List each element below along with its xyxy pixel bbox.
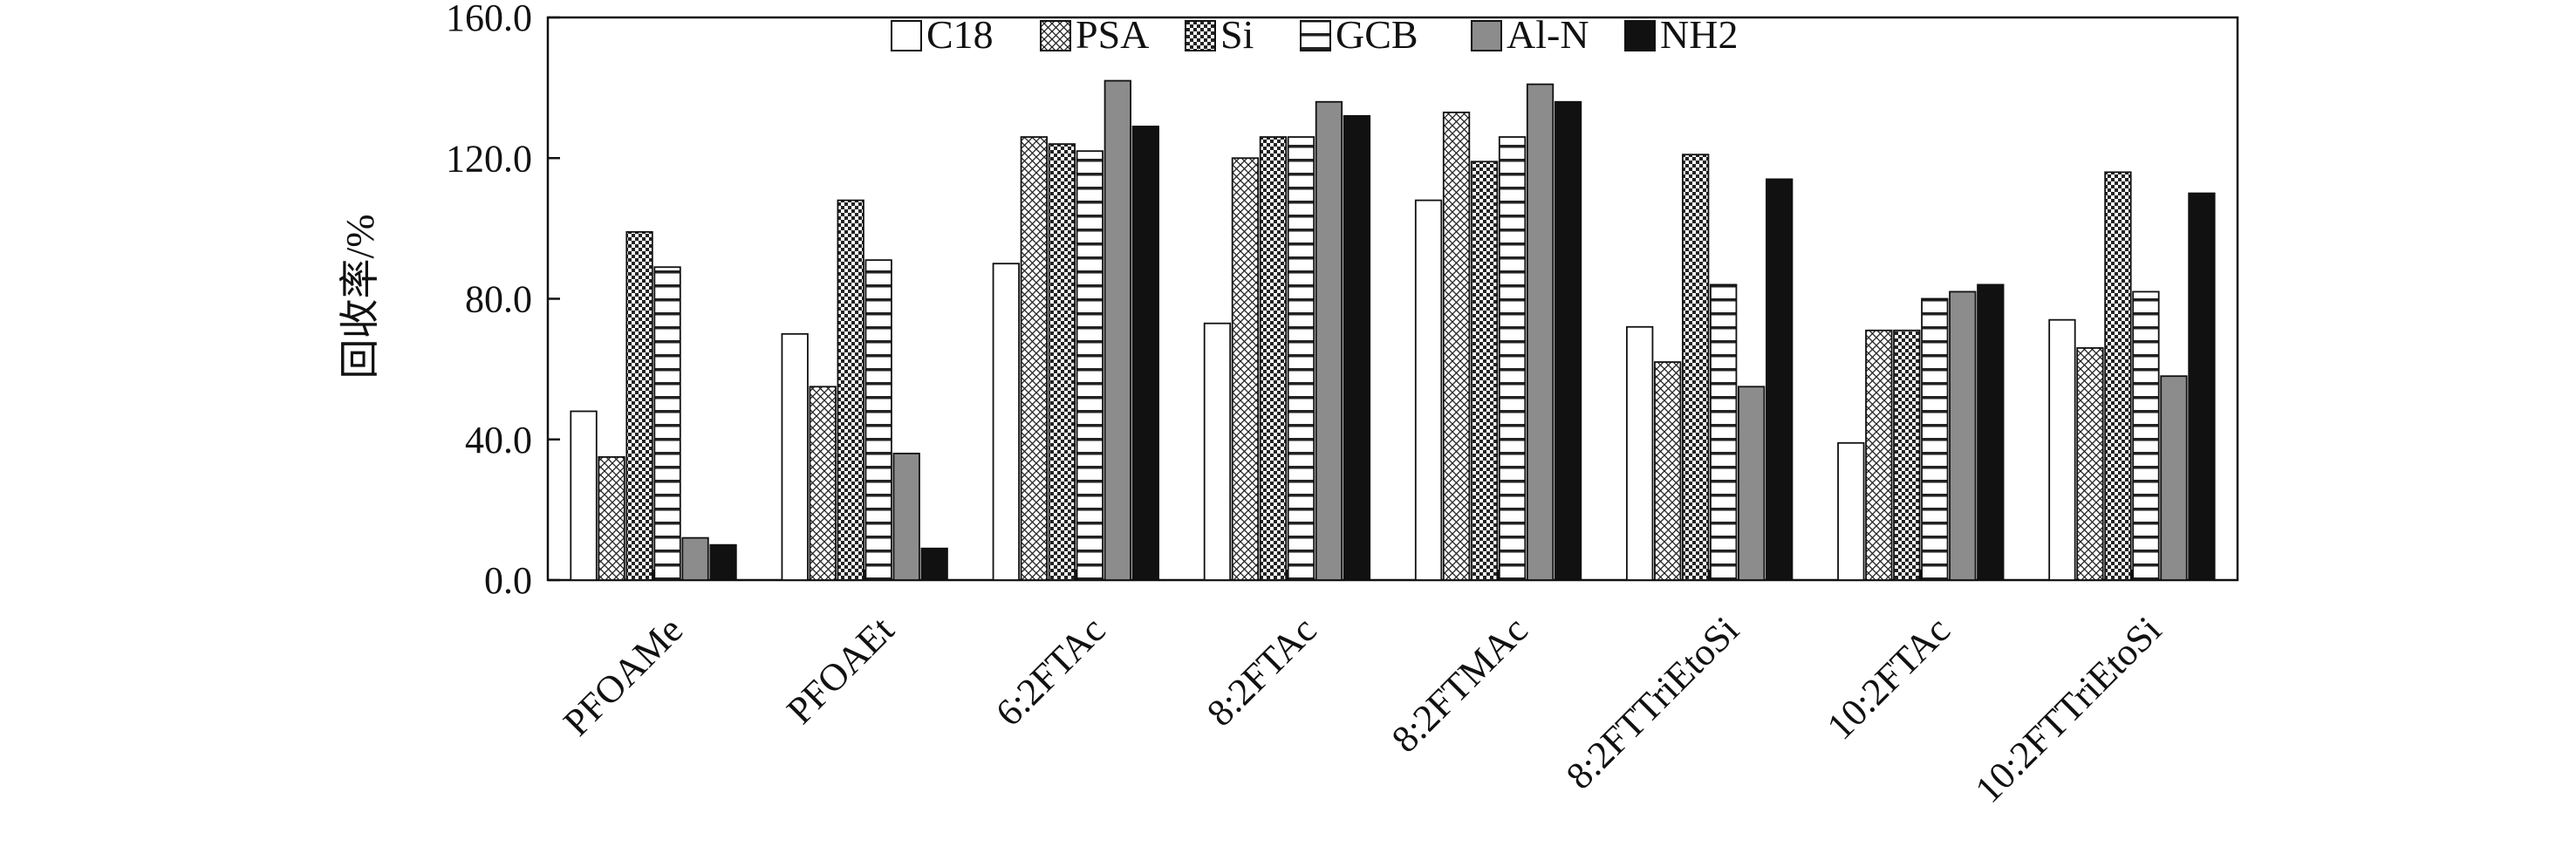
bar-psa-6 — [1865, 329, 1893, 581]
x-tick-label: PFOAEt — [778, 608, 902, 732]
plot-area: 0.0 40.0 80.0 120.0 160.0 PFOAMe PFOAEt 6:2FTAc… — [446, 0, 2239, 811]
legend-label: NH2 — [1660, 12, 1738, 57]
bar-nh2-1 — [920, 547, 948, 581]
bar-psa-7 — [2076, 347, 2104, 581]
bar-si-6 — [1893, 329, 1921, 581]
bar-gcb-3 — [1287, 136, 1315, 581]
bar-nh2-5 — [1766, 178, 1794, 581]
bar-c18-3 — [1203, 322, 1232, 581]
x-tick-label: 8:2FTAc — [1199, 608, 1325, 734]
bar-psa-1 — [809, 386, 837, 581]
y-tick-label: 160.0 — [446, 0, 532, 39]
bar-c18-7 — [2048, 318, 2076, 581]
legend-label: C18 — [926, 12, 994, 57]
bar-nh2-0 — [709, 543, 737, 581]
bar-nh2-2 — [1131, 126, 1159, 581]
legend-swatch-nh2 — [1624, 20, 1656, 51]
bar-si-5 — [1682, 154, 1710, 581]
bar-si-3 — [1259, 136, 1288, 581]
bar-si-2 — [1048, 143, 1076, 581]
legend-label: Si — [1220, 12, 1254, 57]
bar-c18-0 — [570, 410, 598, 581]
bar-nh2-6 — [1977, 283, 2005, 581]
legend-swatch-si — [1185, 20, 1216, 51]
bar-si-4 — [1470, 161, 1499, 581]
bar-gcb-1 — [864, 259, 892, 581]
bar-gcb-5 — [1710, 283, 1738, 581]
legend-swatch-psa — [1040, 20, 1071, 51]
bar-al-n-7 — [2160, 375, 2188, 581]
bar-psa-4 — [1442, 111, 1471, 581]
bar-al-n-5 — [1738, 386, 1766, 581]
bar-psa-0 — [598, 456, 625, 581]
y-tick-label: 80.0 — [465, 278, 532, 321]
bar-al-n-4 — [1526, 83, 1554, 581]
bar-al-n-6 — [1949, 290, 1977, 581]
bar-gcb-6 — [1921, 297, 1949, 581]
bar-psa-2 — [1020, 136, 1048, 581]
bar-al-n-2 — [1104, 79, 1131, 581]
bar-al-n-0 — [681, 536, 709, 581]
bar-nh2-4 — [1554, 100, 1582, 581]
bar-si-1 — [837, 199, 864, 581]
x-tick-label: PFOAMe — [555, 608, 691, 744]
x-tick-label: 8:2FTMAc — [1384, 608, 1536, 761]
x-tick-label: 10:2FTTriEtoSi — [1967, 608, 2169, 810]
bar-gcb-2 — [1076, 150, 1104, 581]
bar-nh2-7 — [2188, 192, 2216, 581]
bar-psa-5 — [1654, 361, 1682, 581]
y-tick-label: 120.0 — [446, 137, 532, 180]
bar-c18-4 — [1414, 199, 1443, 581]
legend-swatch-gcb — [1300, 20, 1331, 51]
bar-gcb-0 — [653, 266, 681, 581]
y-tick-label: 40.0 — [465, 419, 532, 461]
y-tick-label: 0.0 — [484, 559, 532, 602]
bar-c18-2 — [992, 263, 1020, 581]
bar-gcb-7 — [2132, 290, 2160, 581]
bar-gcb-4 — [1498, 136, 1527, 581]
bar-c18-6 — [1837, 441, 1865, 581]
legend-label: PSA — [1076, 12, 1149, 57]
bar-c18-5 — [1626, 325, 1654, 581]
y-axis-label: 回收率/% — [338, 214, 382, 379]
bar-c18-1 — [781, 332, 809, 581]
x-tick-label: 10:2FTAc — [1819, 608, 1958, 748]
bar-al-n-3 — [1315, 100, 1343, 581]
legend-label: Al-N — [1507, 12, 1589, 57]
legend-swatch-c18 — [891, 20, 922, 51]
bar-nh2-3 — [1343, 114, 1371, 581]
legend-label: GCB — [1336, 12, 1418, 57]
bar-psa-3 — [1231, 157, 1260, 581]
legend-swatch-al-n — [1471, 20, 1502, 51]
bar-si-0 — [625, 231, 653, 581]
bar-al-n-1 — [892, 452, 920, 581]
legend: C18 PSA Si GCB Al-N NH2 — [891, 12, 1738, 57]
x-tick-label: 8:2FTTriEtoSi — [1558, 608, 1747, 797]
x-tick-label: 6:2FTAc — [987, 608, 1114, 734]
bar-si-7 — [2104, 171, 2132, 581]
